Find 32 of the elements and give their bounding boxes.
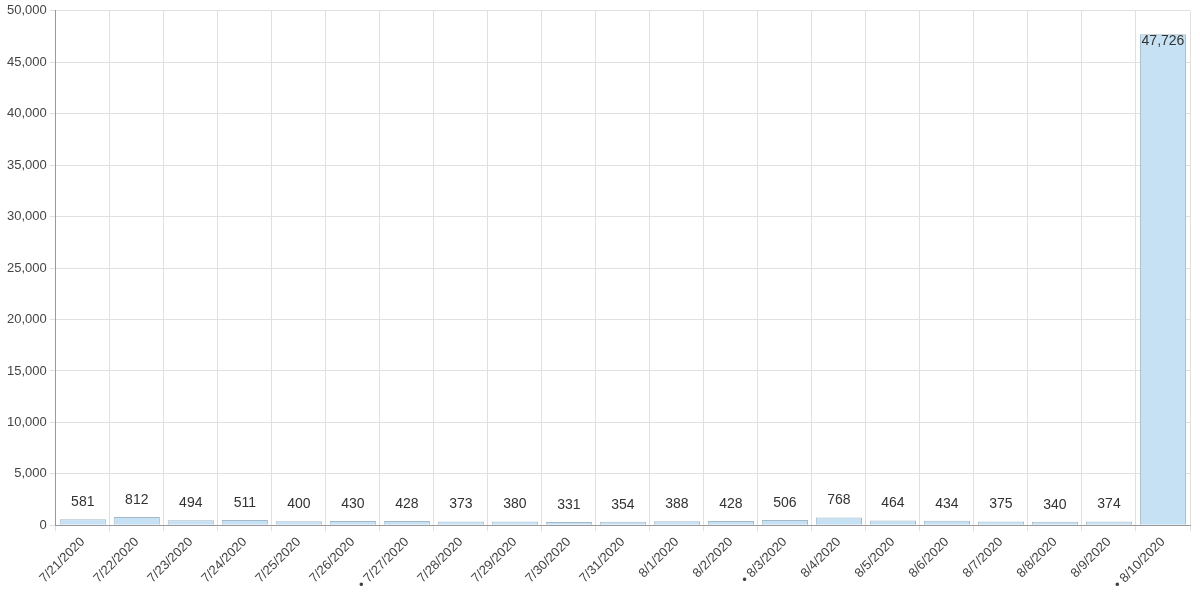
data-label: 812 (125, 490, 149, 507)
data-label: 388 (665, 495, 689, 512)
data-label: 374 (1097, 495, 1121, 512)
data-label: 581 (71, 493, 95, 510)
data-label: 464 (881, 494, 905, 511)
y-tick-label: 50,000 (7, 2, 47, 18)
data-label: 434 (935, 494, 959, 511)
data-label: 511 (233, 493, 257, 510)
y-tick-label: 15,000 (7, 362, 47, 378)
data-label: 373 (449, 495, 473, 512)
data-label: 768 (827, 491, 851, 508)
data-label: 47,726 (1141, 32, 1185, 49)
y-tick-label: 45,000 (7, 53, 47, 69)
data-label: 428 (395, 494, 419, 511)
data-label: 506 (773, 493, 797, 510)
data-label: 354 (611, 495, 635, 512)
data-label: 380 (503, 495, 527, 512)
y-tick-label: 5,000 (14, 465, 47, 481)
y-tick-label: 40,000 (7, 105, 47, 121)
data-label: 430 (341, 494, 365, 511)
y-tick-label: 30,000 (7, 208, 47, 224)
data-label: 400 (287, 495, 311, 512)
y-tick-label: 35,000 (7, 156, 47, 172)
data-label: 331 (557, 495, 581, 512)
data-label: 494 (179, 494, 203, 511)
data-label: 375 (989, 495, 1013, 512)
data-label: 428 (719, 494, 743, 511)
y-tick-label: 0 (39, 516, 47, 532)
data-label: 340 (1043, 495, 1067, 512)
y-tick-label: 25,000 (7, 259, 47, 275)
y-tick-label: 20,000 (7, 311, 47, 327)
y-tick-label: 10,000 (7, 413, 47, 429)
